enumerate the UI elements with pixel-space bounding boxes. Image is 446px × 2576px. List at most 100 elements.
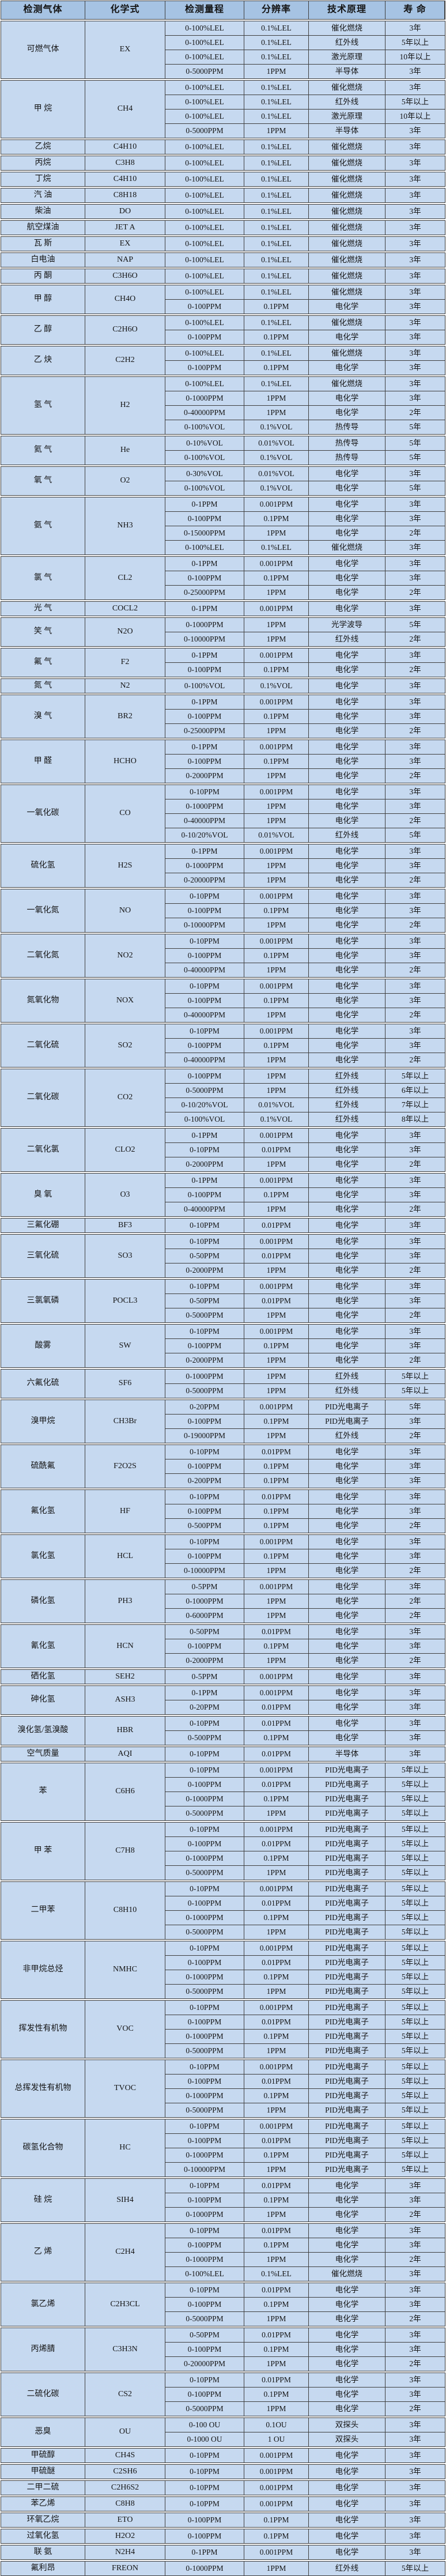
resolution-cell: 1PPM (244, 1866, 309, 1880)
formula-cell: HBR (85, 1717, 165, 1745)
range-cell: 0-1000PPM (165, 1792, 244, 1806)
life-cell: 3年 (385, 2343, 445, 2357)
principle-cell: 电化学 (309, 663, 385, 677)
life-cell: 3年 (385, 557, 445, 571)
range-cell: 0-100%LEL (165, 156, 244, 171)
principle-cell: 热传导 (309, 420, 385, 435)
gas-name-cell: 硅 烷 (1, 2179, 85, 2222)
range-cell: 0-10PPM (165, 1490, 244, 1504)
principle-cell: 红外线 (309, 2562, 385, 2576)
range-cell: 0-10PPM (165, 2497, 244, 2511)
gas-name-cell: 氮 气 (1, 679, 85, 693)
life-cell: 3年 (385, 140, 445, 154)
gas-name-cell: 丙烷 (1, 156, 85, 171)
range-cell: 0-1PPM (165, 2545, 244, 2560)
range-cell: 0-5000PPM (165, 1084, 244, 1098)
principle-cell: 电化学 (309, 963, 385, 978)
resolution-cell: 1PPM (244, 1594, 309, 1609)
life-cell: 3年 (385, 221, 445, 235)
resolution-cell: 1PPM (244, 1370, 309, 1384)
resolution-cell: 0.01PPM (244, 1837, 309, 1851)
principle-cell: 电化学 (309, 512, 385, 526)
range-cell: 0-10PPM (165, 2224, 244, 2238)
resolution-cell: 0.01PPM (244, 1219, 309, 1233)
life-cell: 3年 (385, 755, 445, 769)
range-cell: 0-1000PPM (165, 2148, 244, 2163)
gas-group: 氟利昂 FREON 0-1000PPM 1PPM 红外线 5年以上 (1, 2561, 445, 2576)
principle-cell: 催化燃烧 (309, 377, 385, 391)
range-cell: 0-50PPM (165, 1249, 244, 1264)
resolution-cell: 0.1%LEL (244, 269, 309, 284)
resolution-cell: 0.1PPM (244, 1474, 309, 1488)
resolution-cell: 0.001PPM (244, 1670, 309, 1684)
range-cell: 0-1PPM (165, 695, 244, 710)
principle-cell: 热传导 (309, 451, 385, 465)
principle-cell: 电化学 (309, 2193, 385, 2208)
life-cell: 3年 (385, 1731, 445, 1745)
life-cell: 3年 (385, 269, 445, 284)
principle-cell: 激光原理 (309, 50, 385, 65)
life-cell: 5年以上 (385, 1851, 445, 1866)
gas-group: 氯化氢 HCL 0-10PPM 0.001PPM 电化学 3年 0-100PPM 0.1PPM… (1, 1534, 445, 1578)
range-cell: 0-5000PPM (165, 1866, 244, 1880)
principle-cell: 电化学 (309, 799, 385, 814)
resolution-cell: 0.001PPM (244, 695, 309, 710)
gas-group: 臭 氧 O3 0-1PPM 0.001PPM 电化学 3年 0-100PPM 0.1PPM 电化… (1, 1173, 445, 1217)
principle-cell: PID光电离子 (309, 1925, 385, 1940)
range-cell: 0-10/20%VOL (165, 828, 244, 843)
principle-cell: 催化燃烧 (309, 156, 385, 171)
range-cell: 0-20000PPM (165, 873, 244, 888)
formula-cell: FREON (85, 2562, 165, 2576)
principle-cell: PID光电离子 (309, 1837, 385, 1851)
resolution-cell: 0.001PPM (244, 1235, 309, 1249)
resolution-cell: 0.001PPM (244, 1823, 309, 1837)
gas-group: 三氧化硫 SO3 0-10PPM 0.001PPM 电化学 3年 0-50PPM 0.01PP… (1, 1234, 445, 1278)
life-cell: 5年以上 (385, 2060, 445, 2075)
principle-cell: 电化学 (309, 1474, 385, 1488)
range-cell: 0-10PPM (165, 2001, 244, 2015)
gas-name-cell: 氨 气 (1, 497, 85, 555)
resolution-cell: 0.1%LEL (244, 172, 309, 187)
life-cell: 3年 (385, 799, 445, 814)
range-cell: 0-100%VOL (165, 679, 244, 693)
resolution-cell: 0.1PPM (244, 330, 309, 345)
resolution-cell: 0.1PPM (244, 1731, 309, 1745)
life-cell: 5年以上 (385, 1941, 445, 1956)
range-cell: 0-100PPM (165, 2134, 244, 2148)
life-cell: 2年 (385, 1519, 445, 1533)
range-cell: 0-100PPM (165, 330, 244, 345)
formula-cell: NO (85, 889, 165, 933)
principle-cell: 电化学 (309, 2513, 385, 2528)
range-cell: 0-100%LEL (165, 21, 244, 36)
resolution-cell: 0.1%VOL (244, 1112, 309, 1127)
resolution-cell: 1 OU (244, 2432, 309, 2447)
resolution-cell: 0.1PPM (244, 755, 309, 769)
principle-cell: 电化学 (309, 1445, 385, 1459)
principle-cell: 电化学 (309, 391, 385, 406)
principle-cell: 电化学 (309, 1717, 385, 1731)
principle-cell: 电化学 (309, 873, 385, 888)
gas-group: 白电油 NAP 0-100%LEL 0.1%LEL 催化燃烧 3年 (1, 252, 445, 267)
range-cell: 0-10PPM (165, 1823, 244, 1837)
principle-cell: 电化学 (309, 2465, 385, 2479)
gas-name-cell: 二氧化硫 (1, 1024, 85, 1068)
life-cell: 2年 (385, 769, 445, 783)
gas-name-cell: 三氯氧磷 (1, 1280, 85, 1323)
resolution-cell: 0.001PPM (244, 1941, 309, 1956)
range-cell: 0-1000PPM (165, 2089, 244, 2103)
principle-cell: 电化学 (309, 1024, 385, 1039)
gas-name-cell: 乙烷 (1, 140, 85, 154)
principle-cell: 电化学 (309, 1308, 385, 1323)
life-cell: 3年 (385, 1639, 445, 1654)
formula-cell: H2S (85, 844, 165, 888)
formula-cell: SO2 (85, 1024, 165, 1068)
resolution-cell: 1PPM (244, 1308, 309, 1323)
resolution-cell: 0.1%LEL (244, 316, 309, 330)
resolution-cell: 1PPM (244, 2253, 309, 2267)
gas-name-cell: 硫酰氟 (1, 1445, 85, 1488)
range-cell: 0-1PPM (165, 557, 244, 571)
gas-name-cell: 甲 醛 (1, 740, 85, 783)
resolution-cell: 0.1%LEL (244, 110, 309, 124)
col-header-life: 寿 命 (385, 1, 445, 20)
life-cell: 5年 (385, 436, 445, 451)
